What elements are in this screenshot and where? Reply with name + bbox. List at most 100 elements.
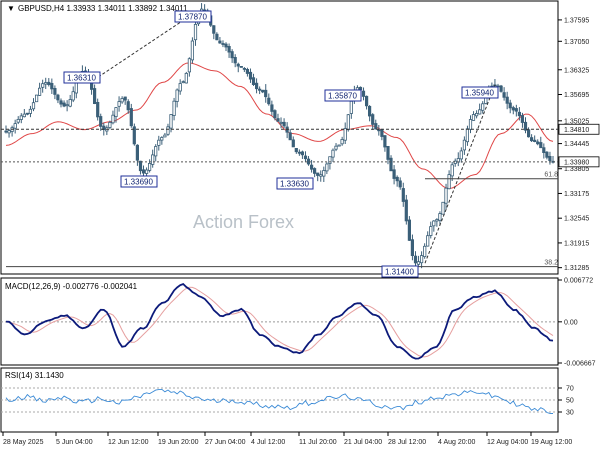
candle-body [147,162,152,171]
candle-body [371,114,375,125]
candle-body [7,130,11,134]
macd-signal-line [5,286,554,358]
candle-body [419,255,424,264]
candle-body [392,169,396,179]
candle-body [25,112,30,115]
chart-collapse-arrow[interactable]: ▼ [7,4,15,13]
moving-average [5,62,554,190]
candle-body [157,139,161,146]
candle-body [169,114,173,129]
annotations: 61.8 38.2 1.36310 1.37870 1.33690 1.33630 1.35… [1,10,558,278]
time-tick-label: 19 Jun 20:00 [158,439,199,446]
candle-body [337,144,341,147]
candle-body [141,169,146,174]
candle-body [236,63,240,67]
price-pane[interactable]: ▼ GBPUSD,H4 1.33933 1.34011 1.33892 1.34… [0,0,559,278]
candle-body [432,220,436,227]
candle-body [111,114,115,124]
rsi-title: RSI(14) 31.1430 [5,371,64,380]
price-label: 1.36310 [67,74,96,83]
price-pane-frame [0,0,559,275]
rsi-line [5,388,554,414]
price-tick-label: 1.31285 [564,265,589,272]
time-tick-label: 28 Jul 12:00 [388,439,426,446]
candle-body [511,107,515,111]
candle-body [276,118,280,122]
candle-body [120,98,124,103]
candle-body [22,113,26,118]
rsi-tick-label: 30 [566,410,574,417]
candle-body [68,99,72,107]
candle-body [536,141,540,145]
candle-body [129,108,133,127]
candle-body [251,77,256,85]
candle-body [523,121,528,131]
candle-body [542,147,546,153]
ma-line [5,62,554,190]
price-label-box [276,177,314,190]
rsi-pane[interactable]: RSI(14) 31.1430 70 50 30 [0,367,574,433]
candle-body [377,129,381,132]
candle-body [328,156,332,164]
candle-body [429,226,433,236]
candle-body [322,170,326,177]
price-label: 1.35940 [465,89,494,98]
candle-body [163,134,167,138]
candle-body [545,151,549,158]
candle-body [291,139,295,148]
candle-body [193,23,198,41]
candle-body [187,58,191,73]
candle-body [99,116,103,127]
candle-body [35,94,39,103]
candle-body [499,85,503,92]
candle-body [175,89,179,102]
trendline-rally [424,84,496,264]
candle-body [230,51,234,59]
macd-pane[interactable]: MACD(12,26,9) -0.002776 -0.002041 0.0067… [0,277,596,368]
candle-body [297,151,302,154]
candle-body [264,89,268,98]
price-tick-label: 1.36325 [564,67,589,74]
candle-body [303,155,308,160]
candle-body [16,119,20,123]
candle-body [59,100,63,105]
candle-body [331,149,335,158]
candle-body [74,82,78,94]
candle-body [407,219,412,241]
candle-body [123,96,127,101]
price-tick-label: 1.35695 [564,92,589,99]
candle-body [221,43,225,45]
time-tick-label: 21 Jul 04:00 [344,439,382,446]
candle-body [154,146,158,157]
candle-body [426,235,430,247]
price-tick-label: 1.33805 [564,166,589,173]
candle-body [227,46,231,53]
candle-body [459,150,463,160]
candle-body [404,199,408,222]
candle-body [279,121,283,124]
candle-body [31,102,36,110]
candle-body [346,114,350,131]
price-label: 1.37870 [178,13,207,22]
trendline-upper [89,11,197,83]
candle-body [135,144,139,161]
price-label: 1.31400 [385,268,414,277]
candle-body [151,154,155,165]
candle-body [514,108,518,112]
candle-body [358,86,363,91]
candle-body [450,164,454,177]
candle-body [50,83,54,90]
candle-body [248,71,253,80]
price-label-box [324,89,362,102]
candle-body [184,73,188,84]
time-tick-label: 11 Jul 20:00 [299,439,337,446]
price-tick-label: 1.33175 [564,191,589,198]
candle-body [114,107,118,117]
time-tick-label: 4 Jul 12:00 [251,439,285,446]
price-tick-label: 1.35025 [564,118,589,125]
candle-body [478,109,482,115]
time-axis: 28 May 2025 5 Jun 04:00 12 Jun 12:00 19 Jun… [2,432,572,446]
time-tick-label: 19 Aug 12:00 [531,439,572,446]
time-tick-label: 12 Jun 12:00 [108,439,149,446]
